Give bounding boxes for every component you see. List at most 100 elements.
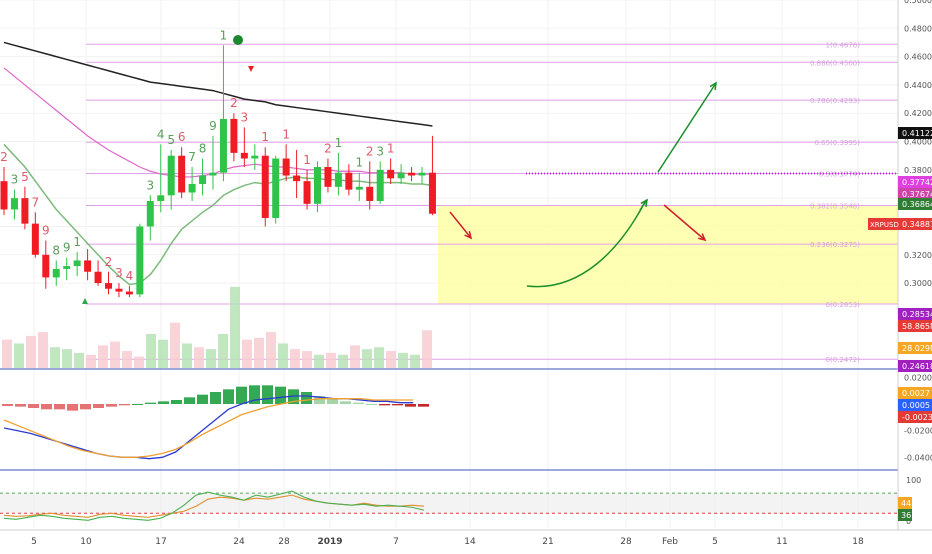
macd-histogram-bar <box>2 404 13 406</box>
fib-level-label: 1(0.4676) <box>826 41 861 49</box>
candle-body <box>240 152 248 159</box>
candle-body <box>157 195 165 201</box>
td-count-label: 5 <box>167 133 175 147</box>
volume-bar <box>410 354 420 368</box>
td-count-label: 9 <box>209 119 217 133</box>
td-count-label: 4 <box>126 269 134 283</box>
price-tag <box>898 360 932 372</box>
stoch-line <box>3 490 425 521</box>
candle-body <box>115 288 123 292</box>
macd-histogram-bar <box>262 385 273 404</box>
red-down-arrow-1 <box>449 211 472 239</box>
candle-body <box>428 172 436 214</box>
candle-body <box>293 175 301 182</box>
volume-bar <box>362 349 372 368</box>
macd-histogram-bar <box>28 404 39 408</box>
fib-level-label: 0.786(0.4293) <box>810 97 860 105</box>
osc-tag-value: 44 <box>901 499 911 508</box>
date-tick-label: 28 <box>278 537 290 547</box>
ma-20-line <box>3 143 433 286</box>
td-count-label: 1 <box>387 142 395 156</box>
candle-body <box>84 260 92 272</box>
volume-bar <box>326 352 336 368</box>
volume-bar <box>74 352 84 368</box>
date-tick-label: 28 <box>620 537 632 547</box>
candle-body <box>251 155 259 159</box>
osc-tick-label: 100 <box>906 476 921 485</box>
macd-tag <box>898 387 932 399</box>
td-count-label: 7 <box>32 195 40 209</box>
macd-line <box>3 395 414 460</box>
macd-histogram-bar <box>145 402 156 404</box>
candle-body <box>10 198 18 210</box>
macd-histogram-bar <box>314 396 325 404</box>
green-curve-arrowhead <box>639 199 648 211</box>
green-up-arrow <box>657 82 717 173</box>
td-count-label: 1 <box>261 130 269 144</box>
macd-histogram-bar <box>249 385 260 404</box>
volume-bar <box>386 351 396 368</box>
td-count-label: 2 <box>230 96 238 110</box>
candle-body <box>272 158 280 218</box>
green-curve-arrowhead-head <box>640 198 648 208</box>
price-tag <box>898 218 932 230</box>
macd-histogram-bar <box>327 398 338 404</box>
volume-bar <box>50 347 60 368</box>
volume-bar <box>398 352 408 368</box>
price-tag-value: 0.36864 <box>902 200 932 209</box>
candle-body <box>31 223 39 255</box>
candle-body <box>21 198 29 224</box>
red-down-arrow-1-head <box>464 231 473 240</box>
td-count-label: 2 <box>324 142 332 156</box>
td-signal-marker <box>233 35 243 45</box>
red-down-arrow-2-head <box>698 233 707 242</box>
date-tick-label: Feb <box>662 537 678 547</box>
candle-body <box>376 169 384 201</box>
buy-triangle-icon <box>82 298 88 304</box>
price-tag-value: 58.865M <box>902 322 932 331</box>
volume-bar <box>242 339 252 368</box>
date-tick-label: 18 <box>852 537 864 547</box>
volume-bar <box>14 343 24 368</box>
volume-bar <box>86 354 96 368</box>
macd-histogram-bar <box>41 404 52 410</box>
macd-histogram-bar <box>392 404 403 406</box>
candle-body <box>282 158 290 176</box>
td-count-label: 9 <box>42 224 50 238</box>
volume-bar <box>62 349 72 368</box>
candle-body <box>42 254 50 278</box>
volume-bar <box>38 332 48 368</box>
price-tag-value: 0.24618 <box>902 362 932 371</box>
td-count-label: 1 <box>303 153 311 167</box>
macd-histogram-bar <box>379 404 390 406</box>
date-tick-label: 10 <box>80 537 92 547</box>
volume-bar <box>146 334 156 368</box>
price-tag-value: 0.41122 <box>902 129 932 138</box>
volume-bar <box>206 349 216 368</box>
volume-bar <box>2 339 12 368</box>
macd-histogram-bar <box>405 404 416 407</box>
candle-body <box>408 172 416 176</box>
td-count-label: 2 <box>0 150 8 164</box>
macd-histogram-bar <box>67 404 78 411</box>
candle-body <box>209 172 217 176</box>
green-up-arrow-head <box>709 81 717 91</box>
volume-bar <box>266 332 276 368</box>
volume-bar <box>182 343 192 368</box>
date-tick-label: 17 <box>155 537 166 547</box>
candle-body <box>418 172 426 176</box>
date-tick-label: 5 <box>712 537 718 547</box>
ma-50-line <box>3 67 433 178</box>
candle-body <box>261 155 269 218</box>
candle-body <box>52 268 60 278</box>
macd-tag-value: -0.0023 <box>902 413 932 422</box>
td-count-label: 8 <box>52 243 60 257</box>
date-tick-label: 5 <box>31 537 37 547</box>
td-count-label: 8 <box>199 142 207 156</box>
fib-level-label: 0.382(0.3548) <box>810 203 860 211</box>
candle-body <box>314 167 321 204</box>
price-tag-value: 0.37674 <box>902 190 932 199</box>
